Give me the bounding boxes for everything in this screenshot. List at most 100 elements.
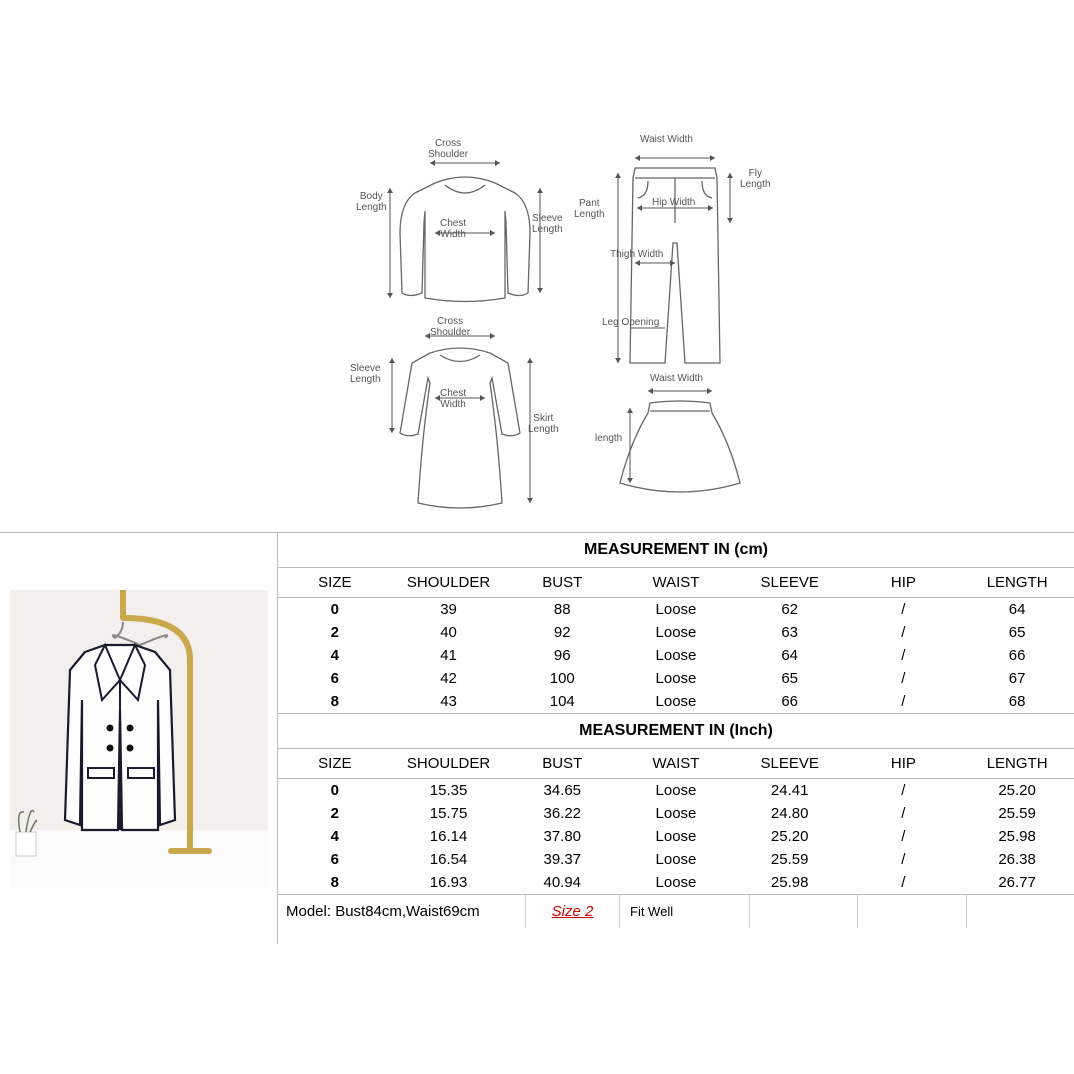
cell: 25.20: [960, 779, 1074, 803]
cell: 24.41: [733, 779, 847, 803]
cell: 39: [392, 598, 506, 622]
label-dress-sleeve-length: SleeveLength: [350, 363, 381, 385]
cell: 15.35: [392, 779, 506, 803]
col-header: HIP: [847, 749, 961, 779]
cell: /: [847, 690, 961, 713]
cell: 92: [505, 621, 619, 644]
cell: 104: [505, 690, 619, 713]
cell: 2: [278, 802, 392, 825]
title-inch: MEASUREMENT IN (Inch): [278, 713, 1074, 749]
cell: 6: [278, 848, 392, 871]
cell: 16.93: [392, 871, 506, 894]
cell: /: [847, 871, 961, 894]
cell: 26.38: [960, 848, 1074, 871]
table-row: 816.9340.94Loose25.98/26.77: [278, 871, 1074, 894]
col-header: SIZE: [278, 749, 392, 779]
cell: 25.20: [733, 825, 847, 848]
cell: 66: [733, 690, 847, 713]
cell: /: [847, 621, 961, 644]
col-header: LENGTH: [960, 568, 1074, 598]
cell: Loose: [619, 871, 733, 894]
table-row: 642100Loose65/67: [278, 667, 1074, 690]
measurement-diagram: CrossShoulder BodyLength ChestWidth Slee…: [0, 0, 1074, 532]
col-header: WAIST: [619, 749, 733, 779]
cell: 100: [505, 667, 619, 690]
product-illustration: [10, 590, 268, 888]
cell: 25.98: [733, 871, 847, 894]
cell: 36.22: [505, 802, 619, 825]
cell: Loose: [619, 667, 733, 690]
model-info: Model: Bust84cm,Waist69cm: [278, 895, 526, 928]
label-waist-width-pant: Waist Width: [640, 134, 693, 145]
col-header: BUST: [505, 568, 619, 598]
cell: Loose: [619, 644, 733, 667]
cell: 34.65: [505, 779, 619, 803]
label-thigh-width: Thigh Width: [610, 249, 663, 260]
cell: 8: [278, 871, 392, 894]
fit-note: Fit Well: [620, 895, 750, 928]
cell: 0: [278, 598, 392, 622]
cell: 41: [392, 644, 506, 667]
cell: 25.59: [960, 802, 1074, 825]
cell: 67: [960, 667, 1074, 690]
col-header: LENGTH: [960, 749, 1074, 779]
col-header: SIZE: [278, 568, 392, 598]
cell: 24.80: [733, 802, 847, 825]
label-leg-opening: Leg Opening: [602, 317, 659, 328]
cell: Loose: [619, 802, 733, 825]
cell: /: [847, 848, 961, 871]
table-inch: SIZESHOULDERBUSTWAISTSLEEVEHIPLENGTH 015…: [278, 749, 1074, 894]
cell: 88: [505, 598, 619, 622]
cell: 42: [392, 667, 506, 690]
table-row: 24092Loose63/65: [278, 621, 1074, 644]
cell: 16.14: [392, 825, 506, 848]
cell: 43: [392, 690, 506, 713]
label-dress-cross-shoulder: CrossShoulder: [430, 316, 470, 338]
label-fly-length: FlyLength: [740, 168, 771, 190]
table-row: 616.5439.37Loose25.59/26.38: [278, 848, 1074, 871]
cell: /: [847, 644, 961, 667]
cell: 40: [392, 621, 506, 644]
cell: Loose: [619, 825, 733, 848]
cell: 25.59: [733, 848, 847, 871]
cell: Loose: [619, 621, 733, 644]
cell: Loose: [619, 848, 733, 871]
cell: /: [847, 802, 961, 825]
diagram-pants: [590, 148, 760, 378]
cell: 65: [960, 621, 1074, 644]
cell: 62: [733, 598, 847, 622]
cell: 6: [278, 667, 392, 690]
col-header: WAIST: [619, 568, 733, 598]
table-row: 416.1437.80Loose25.20/25.98: [278, 825, 1074, 848]
cell: /: [847, 667, 961, 690]
table-row: 44196Loose64/66: [278, 644, 1074, 667]
label-pant-length: PantLength: [574, 198, 605, 220]
col-header: SLEEVE: [733, 568, 847, 598]
table-row: 843104Loose66/68: [278, 690, 1074, 713]
cell: 0: [278, 779, 392, 803]
label-sleeve-length: SleeveLength: [532, 213, 563, 235]
cell: /: [847, 598, 961, 622]
diagram-dress: [370, 328, 550, 518]
table-row: 03988Loose62/64: [278, 598, 1074, 622]
label-hip-width: Hip Width: [652, 197, 695, 208]
table-row: 215.7536.22Loose24.80/25.59: [278, 802, 1074, 825]
label-body-length: BodyLength: [356, 191, 387, 213]
cell: Loose: [619, 690, 733, 713]
cell: 65: [733, 667, 847, 690]
cell: 64: [960, 598, 1074, 622]
cell: Loose: [619, 779, 733, 803]
cell: 26.77: [960, 871, 1074, 894]
table-row: 015.3534.65Loose24.41/25.20: [278, 779, 1074, 803]
cell: 16.54: [392, 848, 506, 871]
label-cross-shoulder: CrossShoulder: [428, 138, 468, 160]
cell: Loose: [619, 598, 733, 622]
cell: 66: [960, 644, 1074, 667]
col-header: BUST: [505, 749, 619, 779]
cell: 96: [505, 644, 619, 667]
cell: 4: [278, 644, 392, 667]
label-chest-width: ChestWidth: [440, 218, 466, 240]
cell: 4: [278, 825, 392, 848]
product-image: [0, 533, 278, 944]
col-header: SHOULDER: [392, 749, 506, 779]
